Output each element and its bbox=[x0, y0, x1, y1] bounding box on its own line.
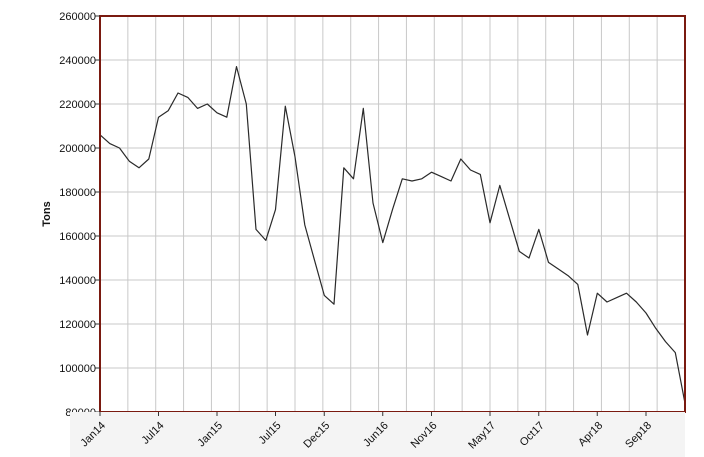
y-tick-label: 160000 bbox=[59, 231, 96, 243]
y-tick-label: 180000 bbox=[59, 187, 96, 199]
y-axis-ticks: 8000010000012000014000016000018000020000… bbox=[59, 11, 100, 419]
y-tick-label: 220000 bbox=[59, 99, 96, 111]
y-tick-label: 200000 bbox=[59, 143, 96, 155]
series-line bbox=[99, 65, 686, 404]
horizontal-gridlines bbox=[100, 15, 685, 413]
y-tick-label: 260000 bbox=[59, 11, 96, 23]
plot-frame bbox=[99, 15, 686, 413]
vertical-gridlines bbox=[127, 16, 658, 412]
y-axis-title: Tons bbox=[41, 201, 53, 226]
x-axis-ticks: Jan14 Jul14 Jan15 Jul15 Dec15 Jun16 Nov16 May17… bbox=[70, 412, 685, 457]
y-tick-label: 240000 bbox=[59, 55, 96, 67]
y-tick-label: 120000 bbox=[59, 319, 96, 331]
y-tick-label: 100000 bbox=[59, 363, 96, 375]
y-tick-label: 140000 bbox=[59, 275, 96, 287]
series-layer bbox=[99, 65, 686, 404]
x-axis-band bbox=[70, 412, 685, 457]
